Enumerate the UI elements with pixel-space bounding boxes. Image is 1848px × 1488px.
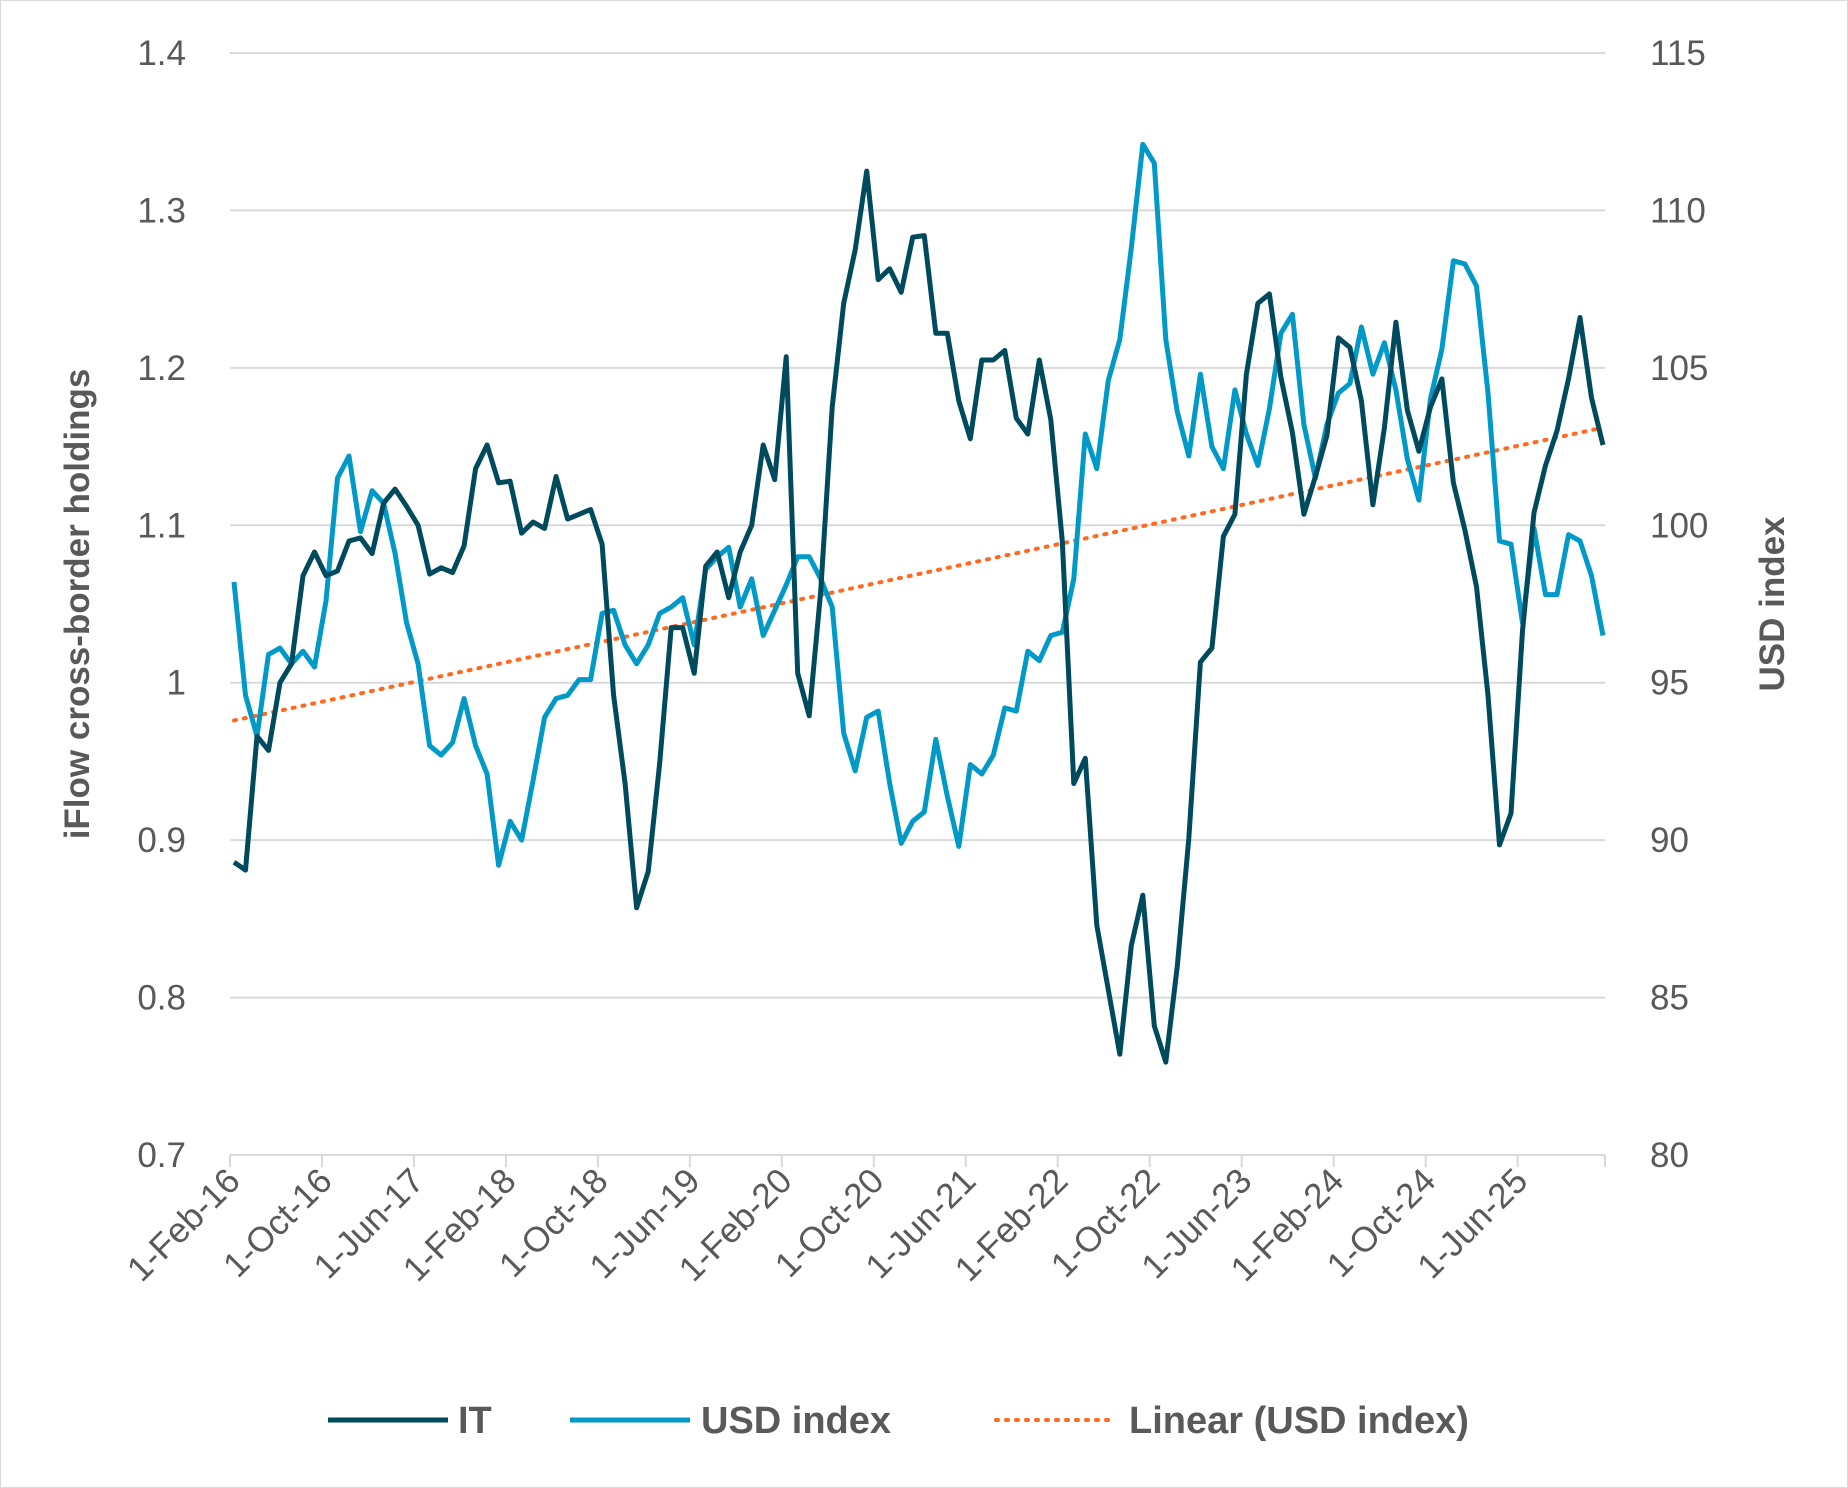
left-tick-label: 1.4 xyxy=(137,34,186,73)
series-line-usd-index xyxy=(231,141,1606,868)
right-tick-label: 110 xyxy=(1650,191,1706,230)
right-tick-label: 95 xyxy=(1650,664,1689,703)
right-axis-tick-labels: 80 85 90 95 100 105 110 115 xyxy=(1650,34,1708,1175)
right-tick-label: 100 xyxy=(1650,506,1708,545)
right-tick-label: 80 xyxy=(1650,1136,1689,1175)
right-tick-label: 115 xyxy=(1650,34,1706,73)
left-tick-label: 0.8 xyxy=(137,979,186,1018)
legend: IT USD index Linear (USD index) xyxy=(328,1400,1469,1442)
gridlines xyxy=(230,52,1605,1156)
left-tick-label: 1.3 xyxy=(137,191,186,230)
series-lines xyxy=(231,141,1606,1065)
left-tick-label: 0.7 xyxy=(137,1136,186,1175)
right-tick-label: 105 xyxy=(1650,349,1708,388)
left-tick-label: 0.9 xyxy=(137,821,186,860)
legend-label-linear-usd-index: Linear (USD index) xyxy=(1129,1400,1469,1442)
left-tick-label: 1.2 xyxy=(137,349,186,388)
x-axis: 1-Feb-161-Oct-161-Jun-171-Feb-181-Oct-18… xyxy=(120,1154,1606,1289)
legend-label-usd-index: USD index xyxy=(701,1400,891,1442)
legend-label-it: IT xyxy=(458,1400,492,1442)
left-axis-tick-labels: 0.7 0.8 0.9 1 1.1 1.2 1.3 1.4 xyxy=(137,34,186,1175)
left-tick-label: 1 xyxy=(167,664,186,703)
right-tick-label: 85 xyxy=(1650,979,1689,1018)
right-tick-label: 90 xyxy=(1650,821,1689,860)
right-axis-title: USD index xyxy=(1753,516,1792,692)
series-line-it xyxy=(232,168,1606,1065)
left-tick-label: 1.1 xyxy=(137,506,186,545)
left-axis-title: iFlow cross-border holdings xyxy=(58,369,97,840)
trendline-linear-usd-index xyxy=(232,425,1605,723)
